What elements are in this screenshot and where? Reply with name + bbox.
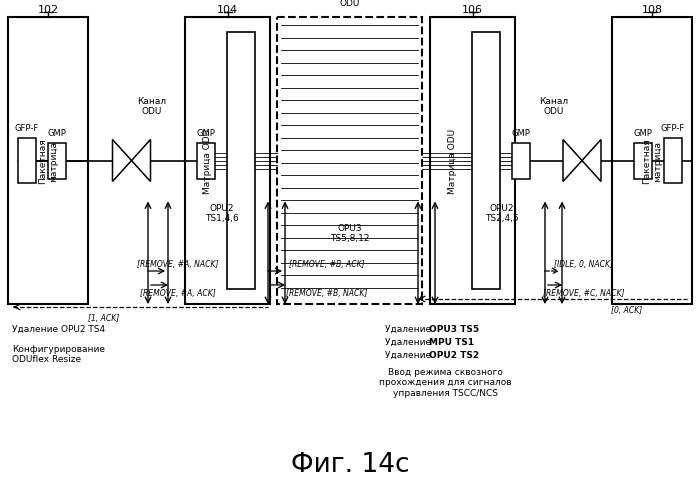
Bar: [664, 139, 682, 183]
Text: Пакетная
матрица: Пакетная матрица: [643, 138, 662, 184]
Bar: [277, 18, 422, 305]
Bar: [197, 143, 215, 179]
Text: Ввод режима сквозного
прохождения для сигналов
управления TSCC/NCS: Ввод режима сквозного прохождения для си…: [379, 367, 511, 397]
Text: [REMOVE, #A, ACK]: [REMOVE, #A, ACK]: [140, 288, 216, 297]
Text: [REMOVE, #B, ACK]: [REMOVE, #B, ACK]: [288, 260, 364, 268]
Text: OPU3
TS5,8,12: OPU3 TS5,8,12: [330, 224, 370, 243]
Bar: [430, 18, 515, 305]
Bar: [512, 143, 530, 179]
Text: [IDLE, 0, NACK]: [IDLE, 0, NACK]: [554, 260, 613, 268]
Polygon shape: [582, 140, 601, 182]
Text: Канал
ODU: Канал ODU: [335, 0, 364, 8]
Text: OPU2
TS2,4,5: OPU2 TS2,4,5: [484, 203, 518, 223]
Text: OPU2 TS2: OPU2 TS2: [429, 350, 479, 359]
Text: Конфигурирование
ODUflex Resize: Конфигурирование ODUflex Resize: [12, 345, 105, 364]
Polygon shape: [563, 140, 582, 182]
Polygon shape: [113, 140, 132, 182]
Text: Удаление: Удаление: [385, 350, 434, 359]
Text: GMP: GMP: [634, 128, 652, 137]
Text: MPU TS1: MPU TS1: [429, 337, 474, 346]
Text: Фиг. 14с: Фиг. 14с: [290, 451, 410, 477]
Text: [0, ACK]: [0, ACK]: [610, 305, 642, 314]
Text: OPU2
TS1,4,6: OPU2 TS1,4,6: [204, 203, 239, 223]
Bar: [18, 139, 36, 183]
Text: GFP-F: GFP-F: [661, 124, 685, 133]
Polygon shape: [132, 140, 150, 182]
Text: 104: 104: [217, 5, 238, 15]
Text: Пакетная
матрица: Пакетная матрица: [38, 138, 57, 184]
Text: GMP: GMP: [48, 128, 66, 137]
Text: [REMOVE, #A, NACK]: [REMOVE, #A, NACK]: [137, 260, 219, 268]
Bar: [48, 143, 66, 179]
Bar: [634, 143, 652, 179]
Text: 108: 108: [641, 5, 663, 15]
Text: Матрица ODU: Матрица ODU: [202, 129, 211, 194]
Text: Матрица ODU: Матрица ODU: [447, 129, 456, 194]
Text: GFP-F: GFP-F: [15, 124, 39, 133]
Text: Канал
ODU: Канал ODU: [137, 97, 166, 116]
Text: [1, ACK]: [1, ACK]: [88, 313, 119, 323]
Text: GMP: GMP: [197, 128, 216, 137]
Text: OPU3 TS5: OPU3 TS5: [429, 325, 479, 333]
Bar: [612, 18, 692, 305]
Bar: [227, 33, 255, 289]
Text: 106: 106: [462, 5, 483, 15]
Bar: [472, 33, 500, 289]
Text: Удаление: Удаление: [385, 325, 434, 333]
Text: Удаление: Удаление: [385, 337, 434, 346]
Text: [REMOVE, #B, NACK]: [REMOVE, #B, NACK]: [286, 288, 368, 297]
Bar: [8, 18, 88, 305]
Bar: [185, 18, 270, 305]
Text: [REMOVE, #C, NACK]: [REMOVE, #C, NACK]: [542, 288, 624, 297]
Text: GMP: GMP: [512, 128, 531, 137]
Text: 102: 102: [37, 5, 59, 15]
Text: Удаление OPU2 TS4: Удаление OPU2 TS4: [12, 325, 105, 333]
Text: Канал
ODU: Канал ODU: [539, 97, 568, 116]
